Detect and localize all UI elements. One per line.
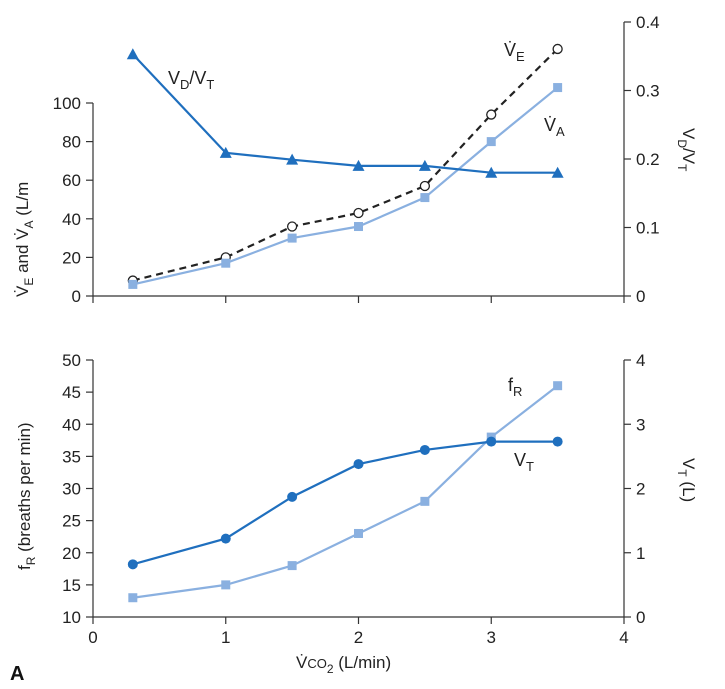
tick-label: 60 — [62, 171, 81, 190]
data-point — [552, 436, 563, 447]
data-point — [420, 496, 430, 506]
data-point — [553, 381, 563, 391]
tick-label: 4 — [636, 351, 645, 370]
data-point — [128, 279, 138, 289]
top-series — [126, 43, 564, 289]
tick-label: 3 — [636, 415, 645, 434]
tick-label: 20 — [62, 248, 81, 267]
data-point — [220, 533, 231, 544]
panel-letter: A — [10, 663, 24, 685]
top-right-ticks: 0 0.1 0.2 0.3 0.4 — [624, 13, 660, 306]
data-point — [486, 436, 497, 447]
data-point — [353, 207, 364, 219]
series-label-vt: VT — [514, 450, 534, 474]
tick-label: 50 — [62, 351, 81, 370]
tick-label: 80 — [62, 133, 81, 152]
data-point — [286, 221, 298, 232]
tick-label: 0.4 — [636, 13, 660, 32]
data-point — [419, 180, 431, 192]
data-point — [420, 193, 430, 203]
x-tick-label: 3 — [487, 628, 496, 647]
data-point — [551, 166, 564, 178]
data-point — [353, 459, 364, 470]
data-point — [126, 48, 139, 60]
x-tick-label: 0 — [88, 628, 97, 647]
bottom-x-ticks: 0 1 2 3 4 — [88, 617, 629, 647]
data-point — [287, 233, 297, 243]
bottom-left-ticks: 10 15 20 25 30 35 40 45 50 — [62, 351, 93, 627]
tick-label: 0.2 — [636, 150, 660, 169]
data-point — [418, 159, 431, 171]
tick-label: 35 — [62, 447, 81, 466]
top-panel: 0 20 40 60 80 100 0 0.1 0.2 0.3 0.4 V̇E and V̇A (… — [13, 13, 698, 306]
bottom-right-axis-label: VT (L) — [675, 458, 698, 502]
series-label-vd-vt: VD/VT — [168, 68, 214, 92]
tick-label: 0.1 — [636, 219, 660, 238]
tick-label: 30 — [62, 480, 81, 499]
data-point — [553, 83, 563, 93]
tick-label: 20 — [62, 544, 81, 563]
data-point — [552, 43, 563, 55]
series-line — [132, 384, 559, 599]
tick-label: 0.3 — [636, 82, 660, 101]
top-left-axis-label: V̇E and V̇A (L/m — [13, 182, 36, 297]
data-point — [352, 159, 365, 171]
tick-label: 25 — [62, 512, 81, 531]
top-left-ticks: 0 20 40 60 80 100 — [53, 94, 93, 306]
data-point — [419, 444, 430, 455]
data-point — [219, 146, 232, 158]
series-line — [132, 440, 558, 566]
top-right-axis-label: VD/VT — [675, 128, 698, 172]
x-tick-label: 1 — [221, 628, 230, 647]
bottom-left-axis-label: fR (breaths per min) — [15, 422, 38, 570]
top-x-ticks — [92, 296, 625, 303]
data-point — [486, 109, 497, 120]
data-point — [287, 491, 298, 502]
tick-label: 2 — [636, 480, 645, 499]
data-point — [221, 580, 231, 590]
data-point — [128, 593, 138, 603]
x-tick-label: 2 — [354, 628, 363, 647]
bottom-panel: 10 15 20 25 30 35 40 45 50 0 1 2 3 4 0 1 2 3 4 fR (breat… — [15, 351, 698, 676]
data-point — [127, 559, 138, 570]
series-label-fr: fR — [508, 375, 522, 399]
data-point — [485, 166, 498, 178]
tick-label: 10 — [62, 608, 81, 627]
tick-label: 0 — [72, 287, 81, 306]
data-point — [354, 222, 363, 232]
tick-label: 0 — [636, 287, 645, 306]
tick-label: 1 — [636, 544, 645, 563]
tick-label: 40 — [62, 415, 81, 434]
data-point — [221, 258, 231, 268]
tick-label: 100 — [53, 94, 81, 113]
x-axis-label: V̇CO2 (L/min) — [296, 653, 391, 676]
data-point — [354, 528, 363, 538]
data-point — [286, 153, 299, 165]
data-point — [287, 561, 297, 571]
bottom-series — [127, 381, 563, 603]
series-label-va: V̇A — [544, 115, 565, 139]
tick-label: 40 — [62, 210, 81, 229]
tick-label: 15 — [62, 576, 81, 595]
tick-label: 0 — [636, 608, 645, 627]
data-point — [486, 137, 496, 147]
tick-label: 45 — [62, 383, 81, 402]
bottom-right-ticks: 0 1 2 3 4 — [624, 351, 645, 627]
series-label-ve: V̇E — [504, 40, 525, 64]
x-tick-label: 4 — [619, 628, 628, 647]
